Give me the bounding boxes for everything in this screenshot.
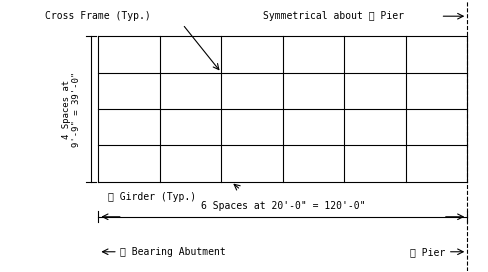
Text: Symmetrical about ℄ Pier: Symmetrical about ℄ Pier	[264, 11, 405, 21]
Text: ℄ Bearing Abutment: ℄ Bearing Abutment	[120, 247, 226, 257]
Text: 6 Spaces at 20'-0" = 120'-0": 6 Spaces at 20'-0" = 120'-0"	[201, 201, 365, 211]
Text: ℄ Girder (Typ.): ℄ Girder (Typ.)	[108, 191, 196, 202]
Text: ℄ Pier: ℄ Pier	[410, 247, 446, 257]
Text: Cross Frame (Typ.): Cross Frame (Typ.)	[45, 11, 151, 21]
Text: 4 Spaces at
9'-9" = 39'-0": 4 Spaces at 9'-9" = 39'-0"	[62, 72, 81, 147]
